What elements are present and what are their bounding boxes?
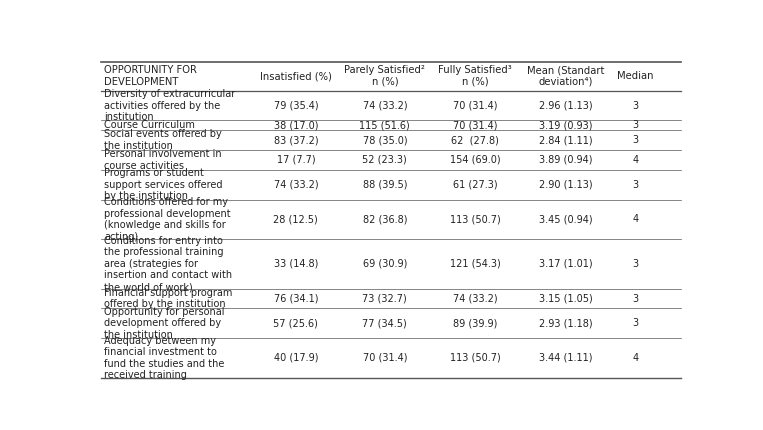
Text: 83 (37.2): 83 (37.2) <box>273 135 318 145</box>
Text: 73 (32.7): 73 (32.7) <box>362 294 407 304</box>
Text: 74 (33.2): 74 (33.2) <box>273 180 318 190</box>
Text: 3.89 (0.94): 3.89 (0.94) <box>539 155 593 165</box>
Text: 77 (34.5): 77 (34.5) <box>362 318 407 328</box>
Text: 4: 4 <box>633 155 639 165</box>
Text: 61 (27.3): 61 (27.3) <box>453 180 497 190</box>
Text: Median: Median <box>617 71 654 81</box>
Text: 40 (17.9): 40 (17.9) <box>274 353 318 363</box>
Text: 3.45 (0.94): 3.45 (0.94) <box>539 214 593 224</box>
Text: 2.96 (1.13): 2.96 (1.13) <box>539 101 593 111</box>
Text: 57 (25.6): 57 (25.6) <box>273 318 318 328</box>
Text: 88 (39.5): 88 (39.5) <box>362 180 407 190</box>
Text: 3: 3 <box>633 259 639 269</box>
Text: 28 (12.5): 28 (12.5) <box>273 214 318 224</box>
Text: 4: 4 <box>633 353 639 363</box>
Text: Parely Satisfied²
n (%): Parely Satisfied² n (%) <box>344 65 425 87</box>
Text: Conditions offered for my
professional development
(knowledge and skills for
act: Conditions offered for my professional d… <box>105 197 231 242</box>
Text: 70 (31.4): 70 (31.4) <box>453 120 497 130</box>
Text: Social events offered by
the institution: Social events offered by the institution <box>105 129 222 151</box>
Text: 3.17 (1.01): 3.17 (1.01) <box>539 259 593 269</box>
Text: Adequacy between my
financial investment to
fund the studies and the
received tr: Adequacy between my financial investment… <box>105 335 224 381</box>
Text: Financial support program
offered by the institution: Financial support program offered by the… <box>105 288 233 309</box>
Text: 70 (31.4): 70 (31.4) <box>362 353 407 363</box>
Text: 154 (69.0): 154 (69.0) <box>450 155 501 165</box>
Text: 79 (35.4): 79 (35.4) <box>273 101 318 111</box>
Text: 3: 3 <box>633 120 639 130</box>
Text: 33 (14.8): 33 (14.8) <box>274 259 318 269</box>
Text: 62  (27.8): 62 (27.8) <box>452 135 499 145</box>
Text: 69 (30.9): 69 (30.9) <box>362 259 407 269</box>
Text: 115 (51.6): 115 (51.6) <box>359 120 410 130</box>
Text: 2.84 (1.11): 2.84 (1.11) <box>539 135 593 145</box>
Text: 17 (7.7): 17 (7.7) <box>276 155 315 165</box>
Text: 2.93 (1.18): 2.93 (1.18) <box>539 318 593 328</box>
Text: 113 (50.7): 113 (50.7) <box>450 214 501 224</box>
Text: Conditions for entry into
the professional training
area (strategies for
inserti: Conditions for entry into the profession… <box>105 236 233 292</box>
Text: 74 (33.2): 74 (33.2) <box>362 101 407 111</box>
Text: Diversity of extracurricular
activities offered by the
institution: Diversity of extracurricular activities … <box>105 89 236 122</box>
Text: Insatisfied (%): Insatisfied (%) <box>260 71 332 81</box>
Text: 74 (33.2): 74 (33.2) <box>453 294 497 304</box>
Text: Opportunity for personal
development offered by
the institution: Opportunity for personal development off… <box>105 307 225 340</box>
Text: 3.44 (1.11): 3.44 (1.11) <box>539 353 593 363</box>
Text: 4: 4 <box>633 214 639 224</box>
Text: 3: 3 <box>633 294 639 304</box>
Text: Programs or student
support services offered
by the institution: Programs or student support services off… <box>105 168 223 201</box>
Text: Personal involvement in
course activities: Personal involvement in course activitie… <box>105 149 222 171</box>
Text: OPPORTUNITY FOR
DEVELOPMENT: OPPORTUNITY FOR DEVELOPMENT <box>105 65 197 87</box>
Text: Course Curriculum: Course Curriculum <box>105 120 195 130</box>
Text: 78 (35.0): 78 (35.0) <box>362 135 407 145</box>
Text: 52 (23.3): 52 (23.3) <box>362 155 407 165</box>
Text: 113 (50.7): 113 (50.7) <box>450 353 501 363</box>
Text: 121 (54.3): 121 (54.3) <box>450 259 501 269</box>
Text: 3: 3 <box>633 135 639 145</box>
Text: 2.90 (1.13): 2.90 (1.13) <box>539 180 593 190</box>
Text: 3.15 (1.05): 3.15 (1.05) <box>539 294 593 304</box>
Text: Fully Satisfied³
n (%): Fully Satisfied³ n (%) <box>439 65 512 87</box>
Text: 38 (17.0): 38 (17.0) <box>274 120 318 130</box>
Text: 76 (34.1): 76 (34.1) <box>274 294 318 304</box>
Text: 3: 3 <box>633 101 639 111</box>
Text: 82 (36.8): 82 (36.8) <box>362 214 407 224</box>
Text: 3: 3 <box>633 180 639 190</box>
Text: 3.19 (0.93): 3.19 (0.93) <box>539 120 593 130</box>
Text: 89 (39.9): 89 (39.9) <box>453 318 497 328</box>
Text: Mean (Standart
deviation⁴): Mean (Standart deviation⁴) <box>527 65 604 87</box>
Text: 70 (31.4): 70 (31.4) <box>453 101 497 111</box>
Text: 3: 3 <box>633 318 639 328</box>
